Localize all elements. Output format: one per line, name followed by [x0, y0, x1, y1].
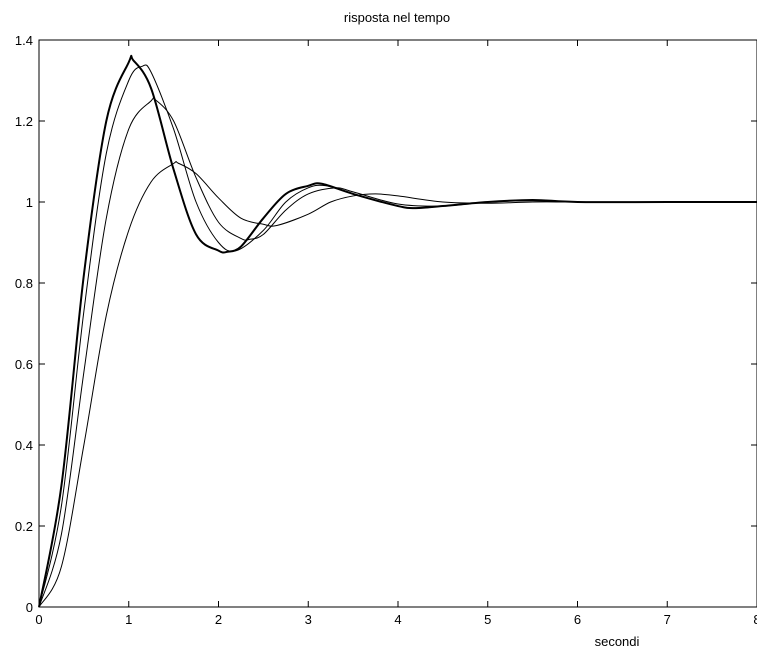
- chart-title: risposta nel tempo: [344, 10, 450, 25]
- axis-ticks: 0 1 2 3 4 5 6 7 8 0 0.2 0.4 0.6 0.8 1 1.2 1.4: [15, 33, 757, 627]
- y-tick-label: 0.6: [15, 357, 33, 372]
- x-tick-label: 6: [574, 612, 581, 627]
- series-line-1: [38, 54, 757, 608]
- plot-frame: [38, 39, 757, 608]
- x-tick-label: 5: [484, 612, 491, 627]
- x-tick-label: 2: [215, 612, 222, 627]
- series-line-4: [38, 161, 757, 608]
- y-tick-label: 1.2: [15, 114, 33, 129]
- y-tick-label: 1.4: [15, 33, 33, 48]
- y-tick-label: 0: [26, 600, 33, 615]
- y-tick-label: 1: [26, 195, 33, 210]
- x-tick-label: 7: [664, 612, 671, 627]
- x-tick-label: 8: [753, 612, 757, 627]
- y-tick-label: 0.8: [15, 276, 33, 291]
- series-lines: [38, 54, 757, 608]
- x-tick-label: 1: [125, 612, 132, 627]
- series-line-3: [38, 96, 757, 608]
- series-line-2: [38, 64, 757, 608]
- y-tick-label: 0.2: [15, 519, 33, 534]
- x-tick-label: 3: [305, 612, 312, 627]
- y-tick-label: 0.4: [15, 438, 33, 453]
- x-tick-label: 0: [35, 612, 42, 627]
- x-tick-label: 4: [394, 612, 401, 627]
- x-axis-label: secondi: [595, 634, 640, 647]
